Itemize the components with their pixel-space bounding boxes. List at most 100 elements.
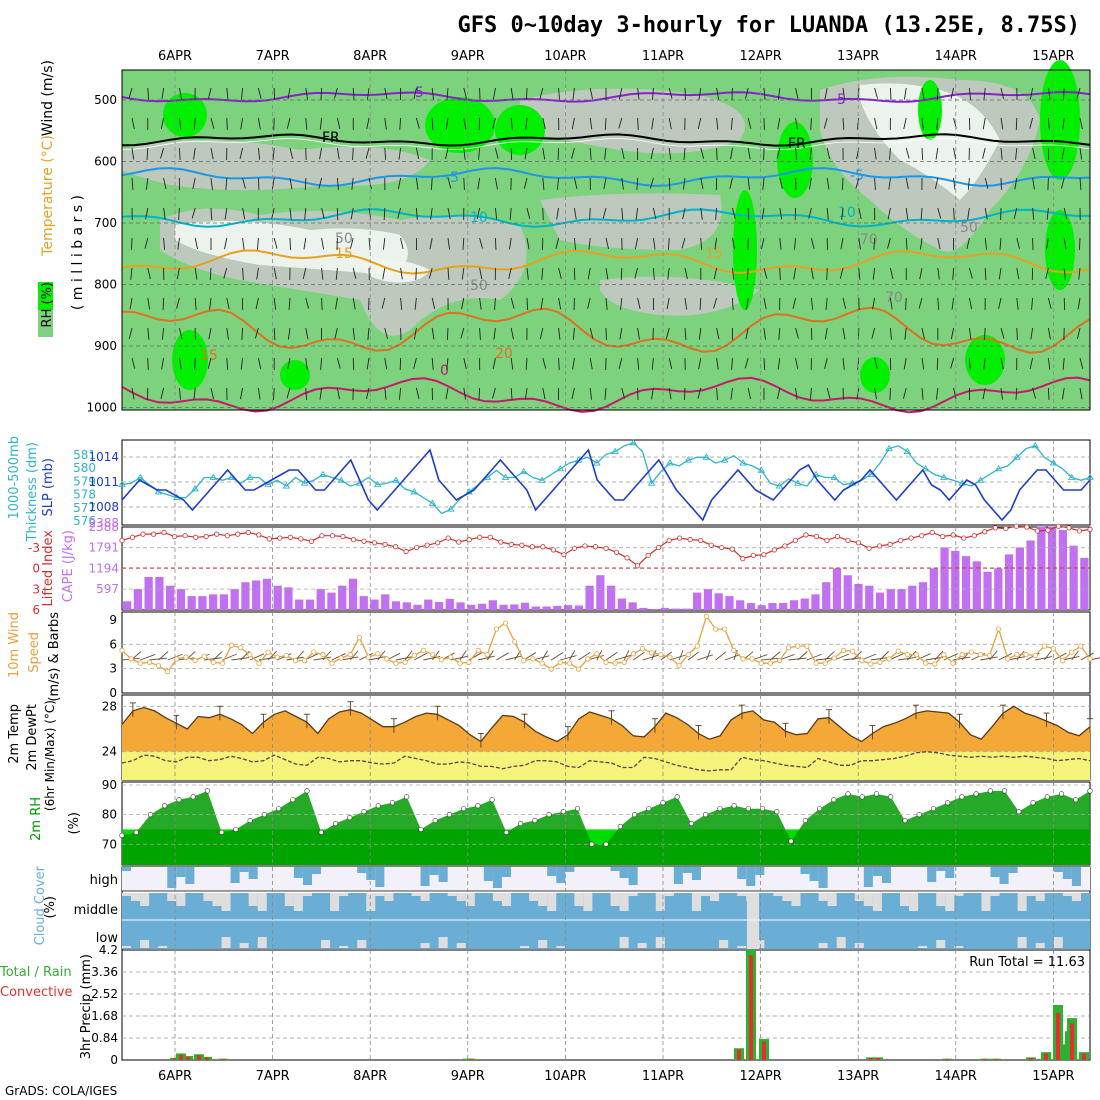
rh-moist-region (860, 357, 890, 393)
wind-barb (367, 327, 370, 340)
cloud-middle-gap (863, 893, 873, 906)
wind-barb (684, 87, 686, 100)
tick-label: 3.36 (91, 965, 118, 979)
wind-barb (605, 237, 609, 249)
thickness-point (702, 453, 711, 460)
wind-barb (542, 147, 546, 160)
wind-speed-point (347, 652, 353, 658)
cape-bar (123, 601, 132, 610)
cloud-low-gap (737, 946, 747, 948)
tick-label: 579 (73, 474, 96, 488)
wind-barb (384, 387, 387, 400)
cape-bar (176, 589, 186, 610)
wind-barb (130, 267, 133, 280)
rh-moist-region (733, 190, 757, 310)
li-point (203, 533, 209, 540)
rh2-point (290, 797, 296, 803)
thickness-point (191, 485, 199, 492)
wind-speed-point (831, 655, 837, 661)
date-label-bottom: 8APR (353, 1069, 387, 1084)
cloud-high-bar (999, 867, 1009, 884)
li-point (645, 552, 651, 559)
wind-barb (510, 297, 515, 309)
wind-barb (273, 327, 276, 340)
cloud-high-bar (945, 867, 955, 878)
wind-barb (178, 207, 180, 220)
wind-barb (826, 387, 831, 399)
wind-barb-10m (615, 654, 632, 661)
wind-barb (445, 117, 449, 130)
li-point (613, 549, 620, 555)
cape-bar (1015, 547, 1024, 610)
wind-barb (1063, 237, 1067, 250)
wind-barb (1032, 207, 1035, 220)
precip-convective-bar (186, 1056, 190, 1060)
wind-barb (176, 297, 180, 309)
wind-barb (400, 297, 403, 310)
cloud-middle-gap (1062, 893, 1072, 896)
wind-barb-10m (149, 657, 168, 661)
wind-barb (1000, 357, 1004, 370)
contour-label: 15 (335, 246, 353, 262)
wind-speed-point (502, 620, 509, 626)
wind-barb (1030, 327, 1034, 340)
wind-speed-point (146, 659, 152, 665)
cape-bar (574, 605, 583, 610)
wind-barb (572, 327, 575, 340)
wind-barb (335, 297, 338, 310)
isotherm-line (121, 249, 1091, 275)
wind-barb-10m (550, 652, 564, 661)
wind-barb (635, 207, 639, 220)
contour-label: 10 (470, 210, 488, 226)
wind-barb-10m (761, 657, 780, 661)
precip-convective-bar (1082, 1053, 1086, 1060)
wind-barb (668, 117, 672, 130)
wind-barb (210, 117, 215, 129)
wind-barb (855, 177, 860, 189)
rh2-point (1016, 809, 1022, 815)
cloud-middle-gap (909, 893, 919, 911)
wind-barb (731, 267, 735, 280)
wind-barb (510, 357, 514, 370)
tick-label: 6 (109, 637, 117, 651)
thickness-point (300, 479, 309, 486)
li-point (698, 537, 704, 544)
wind-barb (730, 147, 733, 160)
rh2-point (788, 838, 794, 844)
wind-barb (602, 207, 607, 219)
cloud-high-bar (366, 867, 376, 880)
wind-barb (763, 87, 766, 100)
cape-bar (305, 599, 315, 610)
wind-barb (842, 327, 846, 340)
cloud-middle-gap (167, 893, 177, 901)
rh-moist-region (918, 80, 942, 140)
precip-ylabel-2: Convective (0, 985, 73, 1000)
wind-barb (241, 87, 244, 100)
precip-run-total: Run Total = 11.63 (969, 955, 1085, 970)
cape-bar (370, 599, 379, 610)
wind-barb (178, 357, 182, 370)
cloud-middle-gap (547, 893, 557, 911)
precip-convective-bar (221, 1058, 225, 1060)
rh2-point (375, 803, 381, 809)
wind-barb-10m (834, 653, 850, 661)
wind-speed-point (283, 652, 289, 659)
wind-barb (621, 177, 624, 190)
wind-barb (128, 87, 133, 99)
wind-barb (463, 117, 467, 130)
wind-barb-10m (879, 650, 890, 661)
wind-barb (558, 267, 562, 279)
wind-speed-point (448, 654, 454, 660)
rh2-point (389, 800, 396, 806)
wind-barb (163, 237, 165, 250)
wind-barb (129, 297, 133, 310)
wind-barb (731, 237, 735, 250)
wind-barb (428, 267, 433, 279)
wind-barb (1013, 207, 1018, 219)
wind-barb (542, 177, 545, 190)
wind-barb-10m (770, 651, 781, 661)
li-point (540, 544, 546, 550)
wind-barb-10m (231, 657, 250, 661)
wind-barb (937, 267, 940, 280)
wind-barb (762, 177, 765, 190)
